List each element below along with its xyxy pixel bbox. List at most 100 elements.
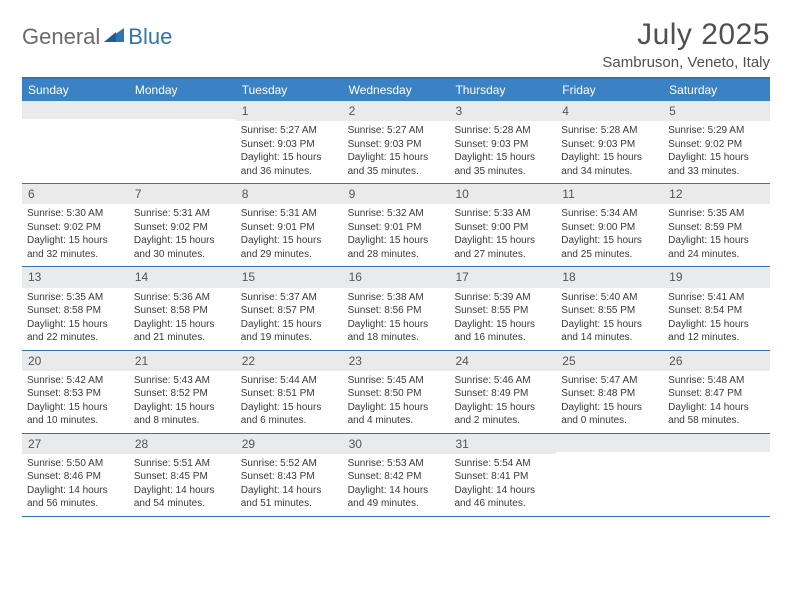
sunset-line: Sunset: 9:02 PM bbox=[27, 221, 124, 235]
sunset-line: Sunset: 9:01 PM bbox=[348, 221, 445, 235]
day-body: Sunrise: 5:48 AMSunset: 8:47 PMDaylight:… bbox=[663, 371, 770, 433]
sunset-line: Sunset: 9:01 PM bbox=[241, 221, 338, 235]
sunrise-line: Sunrise: 5:54 AM bbox=[454, 457, 551, 471]
day-number: 19 bbox=[663, 267, 770, 287]
sunset-line: Sunset: 9:03 PM bbox=[348, 138, 445, 152]
day-body: Sunrise: 5:45 AMSunset: 8:50 PMDaylight:… bbox=[343, 371, 450, 433]
day-cell: 21Sunrise: 5:43 AMSunset: 8:52 PMDayligh… bbox=[129, 351, 236, 433]
daylight-line: Daylight: 15 hours and 21 minutes. bbox=[134, 318, 231, 345]
day-cell: 7Sunrise: 5:31 AMSunset: 9:02 PMDaylight… bbox=[129, 184, 236, 266]
day-number: 28 bbox=[129, 434, 236, 454]
day-cell: 4Sunrise: 5:28 AMSunset: 9:03 PMDaylight… bbox=[556, 101, 663, 183]
sunrise-line: Sunrise: 5:31 AM bbox=[241, 207, 338, 221]
sunrise-line: Sunrise: 5:43 AM bbox=[134, 374, 231, 388]
day-cell: 9Sunrise: 5:32 AMSunset: 9:01 PMDaylight… bbox=[343, 184, 450, 266]
sunset-line: Sunset: 9:02 PM bbox=[134, 221, 231, 235]
day-number: 27 bbox=[22, 434, 129, 454]
day-body: Sunrise: 5:31 AMSunset: 9:02 PMDaylight:… bbox=[129, 204, 236, 266]
brand-triangle-icon bbox=[104, 26, 124, 49]
week-row: 27Sunrise: 5:50 AMSunset: 8:46 PMDayligh… bbox=[22, 434, 770, 517]
week-row: 20Sunrise: 5:42 AMSunset: 8:53 PMDayligh… bbox=[22, 351, 770, 434]
week-row: 1Sunrise: 5:27 AMSunset: 9:03 PMDaylight… bbox=[22, 101, 770, 184]
day-number: 26 bbox=[663, 351, 770, 371]
day-number: 1 bbox=[236, 101, 343, 121]
day-number bbox=[22, 101, 129, 119]
day-body: Sunrise: 5:43 AMSunset: 8:52 PMDaylight:… bbox=[129, 371, 236, 433]
sunrise-line: Sunrise: 5:28 AM bbox=[454, 124, 551, 138]
day-body: Sunrise: 5:50 AMSunset: 8:46 PMDaylight:… bbox=[22, 454, 129, 516]
day-number: 4 bbox=[556, 101, 663, 121]
day-number: 30 bbox=[343, 434, 450, 454]
location-subtitle: Sambruson, Veneto, Italy bbox=[602, 54, 770, 71]
sunset-line: Sunset: 8:58 PM bbox=[27, 304, 124, 318]
sunrise-line: Sunrise: 5:50 AM bbox=[27, 457, 124, 471]
sunset-line: Sunset: 8:41 PM bbox=[454, 470, 551, 484]
sunrise-line: Sunrise: 5:53 AM bbox=[348, 457, 445, 471]
daylight-line: Daylight: 14 hours and 46 minutes. bbox=[454, 484, 551, 511]
sunrise-line: Sunrise: 5:52 AM bbox=[241, 457, 338, 471]
day-cell: 22Sunrise: 5:44 AMSunset: 8:51 PMDayligh… bbox=[236, 351, 343, 433]
day-body: Sunrise: 5:42 AMSunset: 8:53 PMDaylight:… bbox=[22, 371, 129, 433]
sunset-line: Sunset: 8:48 PM bbox=[561, 387, 658, 401]
day-cell: 1Sunrise: 5:27 AMSunset: 9:03 PMDaylight… bbox=[236, 101, 343, 183]
day-of-week-row: SundayMondayTuesdayWednesdayThursdayFrid… bbox=[22, 79, 770, 101]
daylight-line: Daylight: 14 hours and 51 minutes. bbox=[241, 484, 338, 511]
daylight-line: Daylight: 15 hours and 36 minutes. bbox=[241, 151, 338, 178]
header: General Blue July 2025 Sambruson, Veneto… bbox=[22, 18, 770, 71]
day-number: 15 bbox=[236, 267, 343, 287]
daylight-line: Daylight: 15 hours and 12 minutes. bbox=[668, 318, 765, 345]
day-number bbox=[129, 101, 236, 119]
day-cell: 13Sunrise: 5:35 AMSunset: 8:58 PMDayligh… bbox=[22, 267, 129, 349]
day-cell: 10Sunrise: 5:33 AMSunset: 9:00 PMDayligh… bbox=[449, 184, 556, 266]
day-number: 22 bbox=[236, 351, 343, 371]
sunset-line: Sunset: 8:55 PM bbox=[561, 304, 658, 318]
day-cell: 11Sunrise: 5:34 AMSunset: 9:00 PMDayligh… bbox=[556, 184, 663, 266]
day-number: 18 bbox=[556, 267, 663, 287]
sunrise-line: Sunrise: 5:40 AM bbox=[561, 291, 658, 305]
sunrise-line: Sunrise: 5:27 AM bbox=[348, 124, 445, 138]
day-body: Sunrise: 5:32 AMSunset: 9:01 PMDaylight:… bbox=[343, 204, 450, 266]
day-cell: 5Sunrise: 5:29 AMSunset: 9:02 PMDaylight… bbox=[663, 101, 770, 183]
empty-day-cell bbox=[22, 101, 129, 183]
day-cell: 27Sunrise: 5:50 AMSunset: 8:46 PMDayligh… bbox=[22, 434, 129, 516]
daylight-line: Daylight: 15 hours and 35 minutes. bbox=[454, 151, 551, 178]
day-number: 6 bbox=[22, 184, 129, 204]
day-cell: 6Sunrise: 5:30 AMSunset: 9:02 PMDaylight… bbox=[22, 184, 129, 266]
day-cell: 24Sunrise: 5:46 AMSunset: 8:49 PMDayligh… bbox=[449, 351, 556, 433]
daylight-line: Daylight: 15 hours and 34 minutes. bbox=[561, 151, 658, 178]
sunset-line: Sunset: 8:55 PM bbox=[454, 304, 551, 318]
calendar-grid: SundayMondayTuesdayWednesdayThursdayFrid… bbox=[22, 77, 770, 517]
day-body: Sunrise: 5:35 AMSunset: 8:58 PMDaylight:… bbox=[22, 288, 129, 350]
sunrise-line: Sunrise: 5:33 AM bbox=[454, 207, 551, 221]
sunrise-line: Sunrise: 5:30 AM bbox=[27, 207, 124, 221]
sunrise-line: Sunrise: 5:45 AM bbox=[348, 374, 445, 388]
day-body: Sunrise: 5:54 AMSunset: 8:41 PMDaylight:… bbox=[449, 454, 556, 516]
day-body: Sunrise: 5:53 AMSunset: 8:42 PMDaylight:… bbox=[343, 454, 450, 516]
day-cell: 16Sunrise: 5:38 AMSunset: 8:56 PMDayligh… bbox=[343, 267, 450, 349]
weeks-container: 1Sunrise: 5:27 AMSunset: 9:03 PMDaylight… bbox=[22, 101, 770, 517]
sunset-line: Sunset: 8:53 PM bbox=[27, 387, 124, 401]
sunset-line: Sunset: 8:47 PM bbox=[668, 387, 765, 401]
day-cell: 2Sunrise: 5:27 AMSunset: 9:03 PMDaylight… bbox=[343, 101, 450, 183]
daylight-line: Daylight: 15 hours and 2 minutes. bbox=[454, 401, 551, 428]
day-body: Sunrise: 5:47 AMSunset: 8:48 PMDaylight:… bbox=[556, 371, 663, 433]
day-number: 29 bbox=[236, 434, 343, 454]
empty-day-cell bbox=[556, 434, 663, 516]
sunrise-line: Sunrise: 5:32 AM bbox=[348, 207, 445, 221]
sunset-line: Sunset: 8:45 PM bbox=[134, 470, 231, 484]
day-cell: 25Sunrise: 5:47 AMSunset: 8:48 PMDayligh… bbox=[556, 351, 663, 433]
dow-cell: Monday bbox=[129, 79, 236, 101]
sunset-line: Sunset: 8:52 PM bbox=[134, 387, 231, 401]
sunrise-line: Sunrise: 5:48 AM bbox=[668, 374, 765, 388]
day-body: Sunrise: 5:27 AMSunset: 9:03 PMDaylight:… bbox=[236, 121, 343, 183]
day-body: Sunrise: 5:41 AMSunset: 8:54 PMDaylight:… bbox=[663, 288, 770, 350]
sunset-line: Sunset: 9:02 PM bbox=[668, 138, 765, 152]
day-number: 3 bbox=[449, 101, 556, 121]
sunrise-line: Sunrise: 5:42 AM bbox=[27, 374, 124, 388]
daylight-line: Daylight: 15 hours and 4 minutes. bbox=[348, 401, 445, 428]
brand-part1: General bbox=[22, 24, 100, 50]
daylight-line: Daylight: 15 hours and 10 minutes. bbox=[27, 401, 124, 428]
day-body: Sunrise: 5:36 AMSunset: 8:58 PMDaylight:… bbox=[129, 288, 236, 350]
sunrise-line: Sunrise: 5:28 AM bbox=[561, 124, 658, 138]
daylight-line: Daylight: 14 hours and 58 minutes. bbox=[668, 401, 765, 428]
